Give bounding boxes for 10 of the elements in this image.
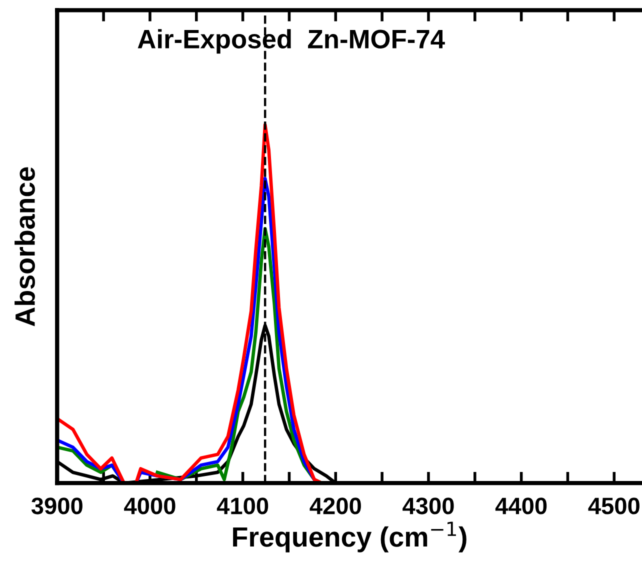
x-tick-label: 4100: [216, 498, 268, 514]
x-tick-label: 4000: [124, 498, 176, 514]
x-axis-title: Frequency (cm$^{−1}$): [233, 522, 466, 552]
y-axis-title: Absorbance: [14, 167, 35, 326]
x-tick-label: 4200: [310, 498, 361, 514]
x-tick-label: 4300: [402, 498, 454, 514]
x-tick-label: 3900: [31, 498, 82, 514]
x-tick-label: 4500: [588, 498, 640, 514]
chart-title: Air-Exposed Zn-MOF-74: [138, 29, 445, 54]
x-tick-label: 4400: [495, 498, 547, 514]
